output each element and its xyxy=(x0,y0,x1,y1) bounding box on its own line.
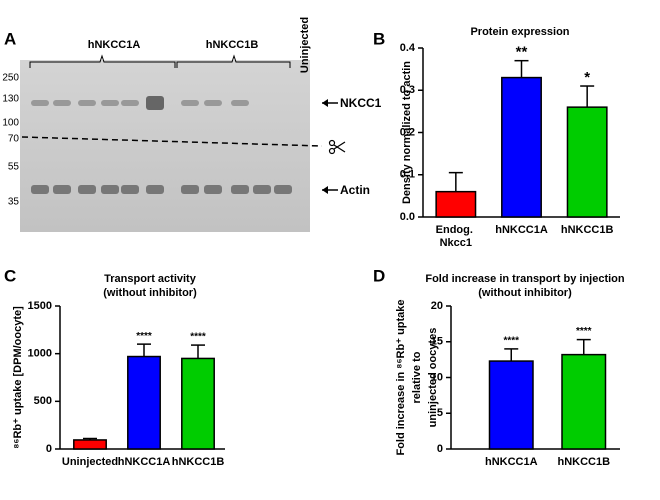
protein-band xyxy=(53,100,71,106)
bar xyxy=(127,355,161,450)
group-label: hNKCC1A xyxy=(88,39,141,51)
actin-band xyxy=(121,185,139,194)
chart-title: Fold increase in transport by injection xyxy=(425,273,625,285)
marker-label: 35 xyxy=(8,197,20,208)
y-axis-label: relative to xyxy=(411,351,423,403)
bar xyxy=(501,76,542,218)
y-tick-label: 0.0 xyxy=(400,211,415,223)
protein-band xyxy=(101,100,119,106)
y-tick-label: 0.4 xyxy=(400,42,416,54)
chart-subtitle: (without inhibitor) xyxy=(103,287,197,299)
significance-label: ** xyxy=(516,44,528,61)
significance-label: **** xyxy=(576,326,592,337)
marker-label: 130 xyxy=(2,94,19,105)
protein-band xyxy=(204,100,222,106)
arrow-head xyxy=(322,99,328,107)
actin-band xyxy=(253,185,271,194)
band-label: Actin xyxy=(340,183,370,197)
y-tick-label: 0 xyxy=(46,443,52,455)
y-tick-label: 0.2 xyxy=(400,126,415,138)
protein-band xyxy=(181,100,199,106)
actin-band xyxy=(53,185,71,194)
bar xyxy=(566,106,608,218)
actin-band xyxy=(78,185,96,194)
blot-image xyxy=(20,60,310,232)
chart-subtitle: (without inhibitor) xyxy=(478,287,572,299)
actin-band xyxy=(31,185,49,194)
significance-label: **** xyxy=(503,336,519,347)
actin-band xyxy=(181,185,199,194)
y-tick-label: 0.3 xyxy=(400,84,415,96)
y-tick-label: 15 xyxy=(431,336,443,348)
bar xyxy=(561,353,607,450)
cut-line xyxy=(21,136,323,147)
band-label: NKCC1 xyxy=(340,96,382,110)
bar xyxy=(181,357,215,450)
significance-label: **** xyxy=(136,331,152,342)
y-axis-label: Fold increase in ⁸⁶Rb⁺ uptake xyxy=(395,299,407,455)
panel-label: D xyxy=(373,266,385,285)
y-axis-label: uninjected oocytes xyxy=(427,328,439,428)
chart-title: Protein expression xyxy=(470,26,569,38)
bar xyxy=(73,439,107,450)
actin-band xyxy=(231,185,249,194)
scissors-icon xyxy=(328,139,346,155)
marker-label: 100 xyxy=(2,118,19,129)
actin-band xyxy=(204,185,222,194)
arrow-head xyxy=(322,186,328,194)
x-tick-label: Uninjected xyxy=(62,456,118,468)
actin-band xyxy=(101,185,119,194)
y-tick-label: 5 xyxy=(437,407,443,419)
chart-title: Transport activity xyxy=(104,273,197,285)
y-tick-label: 500 xyxy=(34,395,52,407)
y-tick-label: 1000 xyxy=(28,348,52,360)
lane-label: Uninjected xyxy=(299,17,311,73)
x-tick-label: hNKCC1B xyxy=(172,456,225,468)
actin-band xyxy=(274,185,292,194)
y-tick-label: 20 xyxy=(431,300,443,312)
panel-label: B xyxy=(373,29,385,48)
group-bracket xyxy=(29,54,176,68)
protein-band xyxy=(231,100,249,106)
x-tick-label: hNKCC1A xyxy=(485,456,538,468)
y-tick-label: 1500 xyxy=(28,300,52,312)
group-label: hNKCC1B xyxy=(206,39,259,51)
protein-band xyxy=(78,100,96,106)
protein-band xyxy=(31,100,49,106)
x-tick-label: hNKCC1A xyxy=(118,456,171,468)
panel-label: A xyxy=(4,29,16,48)
marker-label: 55 xyxy=(8,162,20,173)
y-axis-label: ⁸⁶Rb⁺ uptake [DPM/oocyte] xyxy=(12,306,24,449)
protein-band xyxy=(146,96,164,110)
group-bracket xyxy=(176,54,291,68)
bar xyxy=(488,360,534,450)
y-axis-label: Density normalized to actin xyxy=(401,61,413,204)
x-tick-label: hNKCC1B xyxy=(561,224,614,236)
blot-panel: A hNKCC1A hNKCC1B Uninjected NKCC1 Actin… xyxy=(2,17,382,232)
y-tick-label: 10 xyxy=(431,371,443,383)
x-tick-label: hNKCC1B xyxy=(557,456,610,468)
significance-label: * xyxy=(584,69,590,86)
x-tick-label: Endog. Nkcc1 xyxy=(436,224,476,249)
significance-label: **** xyxy=(190,332,206,343)
actin-band xyxy=(146,185,164,194)
bar xyxy=(435,190,477,218)
x-tick-label: hNKCC1A xyxy=(495,224,548,236)
y-tick-label: 0.1 xyxy=(400,169,415,181)
marker-label: 250 xyxy=(2,73,19,84)
protein-band xyxy=(121,100,139,106)
panel-label: C xyxy=(4,266,16,285)
marker-label: 70 xyxy=(8,134,20,145)
y-tick-label: 0 xyxy=(437,443,443,455)
